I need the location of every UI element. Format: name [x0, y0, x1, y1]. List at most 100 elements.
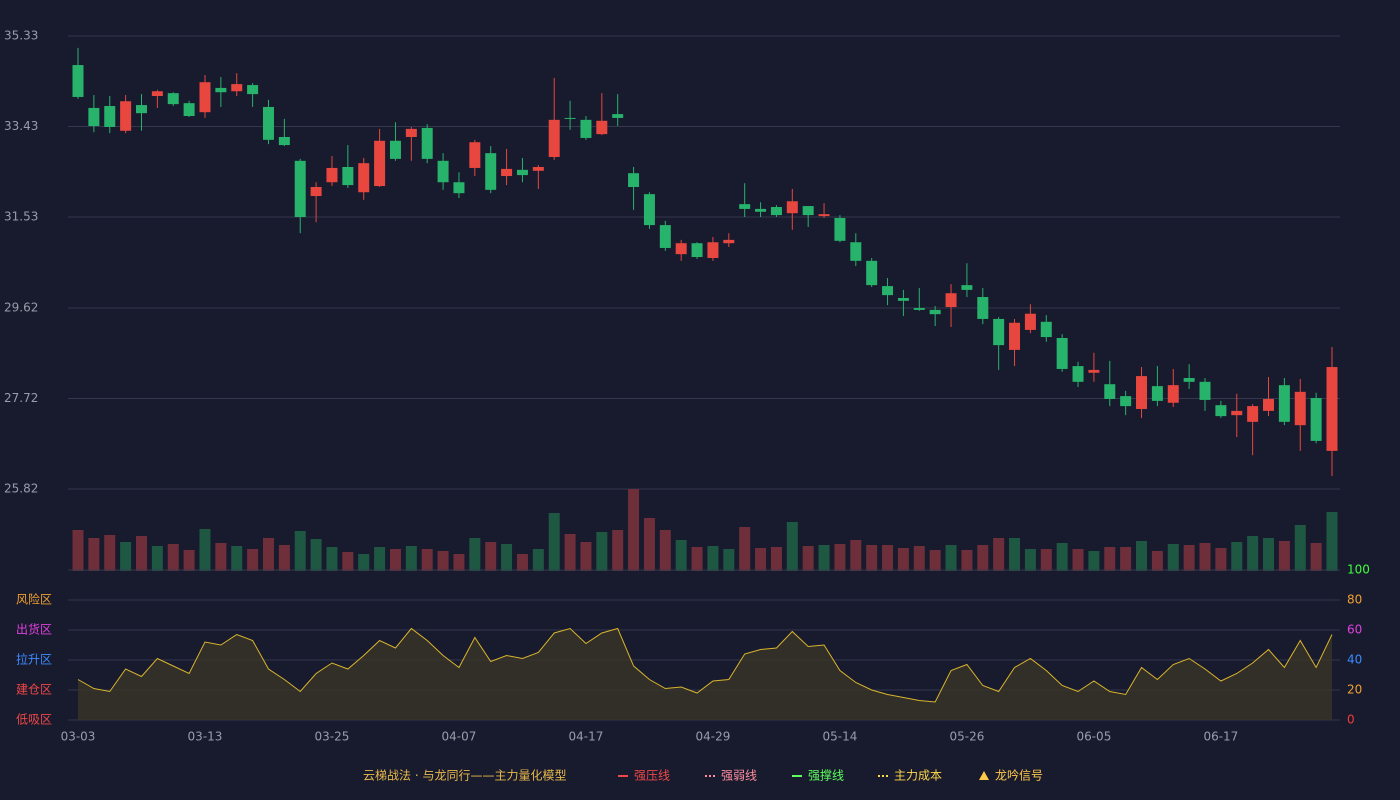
volume-bar — [1056, 543, 1068, 571]
volume-bar — [278, 545, 290, 571]
volume-bar — [786, 522, 798, 571]
y-tick-label: 29.62 — [4, 300, 38, 314]
candle-body — [580, 119, 592, 138]
volume-bar — [739, 527, 751, 571]
candle-body — [770, 207, 782, 216]
candle-body — [421, 127, 433, 159]
x-tick-label: 03-03 — [61, 730, 96, 744]
candle-body — [882, 286, 894, 296]
x-tick-label: 06-05 — [1076, 730, 1111, 744]
volume-bar — [1183, 545, 1195, 571]
candle-body — [358, 163, 370, 193]
volume-bar — [1310, 543, 1322, 571]
y-tick-label: 33.43 — [4, 119, 38, 133]
y-tick-label: 40 — [1347, 653, 1362, 667]
volume-bar — [1024, 549, 1036, 571]
candle-body — [596, 120, 608, 135]
y-tick-label: 60 — [1347, 623, 1362, 637]
x-tick-label: 04-07 — [442, 730, 477, 744]
candle-body — [167, 93, 179, 105]
volume-bar — [326, 547, 338, 571]
volume-bar — [72, 530, 84, 571]
volume-bar — [818, 545, 830, 571]
candle-body — [1199, 381, 1211, 400]
y-tick-label: 100 — [1347, 563, 1370, 577]
candle-body — [834, 217, 846, 241]
candle-body — [929, 309, 941, 315]
candle-body — [945, 293, 957, 308]
volume-bar — [834, 544, 846, 571]
candle-body — [564, 117, 576, 119]
volume-bar — [1088, 551, 1100, 571]
volume-bar — [1247, 536, 1259, 571]
y-tick-label: 35.33 — [4, 29, 38, 43]
candle-body — [215, 87, 227, 93]
volume-bar — [389, 549, 401, 571]
volume-bar — [659, 530, 671, 571]
volume-bar — [151, 546, 163, 571]
x-tick-label: 03-25 — [315, 730, 350, 744]
legend-label: 主力成本 — [894, 769, 942, 783]
volume-bar — [262, 538, 274, 571]
candle-body — [1040, 321, 1052, 338]
zone-label: 出货区 — [16, 622, 52, 637]
candle-body — [405, 128, 417, 137]
candle-body — [1136, 376, 1148, 409]
volume-bar — [993, 538, 1005, 571]
candle-body — [183, 103, 195, 117]
volume-bar — [532, 549, 544, 571]
volume-bar — [247, 549, 259, 571]
x-tick-label: 03-13 — [188, 730, 223, 744]
volume-bar — [1040, 549, 1052, 571]
legend-label: 龙吟信号 — [995, 768, 1043, 783]
candle-body — [532, 166, 544, 171]
candle-body — [993, 318, 1005, 346]
candle-body — [501, 168, 513, 177]
candle-body — [961, 285, 973, 290]
volume-bar — [1167, 544, 1179, 571]
candle-body — [1056, 338, 1068, 369]
volume-bar — [215, 543, 227, 571]
y-tick-label: 0 — [1347, 713, 1355, 727]
volume-bar — [1278, 541, 1290, 571]
candle-body — [1310, 398, 1322, 441]
y-tick-label: 20 — [1347, 683, 1362, 697]
legend-symbol — [979, 771, 989, 780]
volume-bar — [723, 549, 735, 571]
volume-bar — [1326, 512, 1338, 571]
zone-label: 建仓区 — [16, 683, 52, 697]
volume-bar — [802, 546, 814, 571]
volume-bar — [88, 538, 100, 571]
volume-bar — [135, 536, 147, 571]
candle-body — [278, 136, 290, 146]
volume-bar — [1009, 538, 1021, 571]
candle-body — [1104, 384, 1116, 399]
volume-bar — [310, 539, 322, 571]
volume-bar — [882, 545, 894, 571]
volume-bar — [405, 546, 417, 571]
candle-body — [612, 114, 624, 118]
y-tick-label: 31.53 — [4, 210, 38, 224]
volume-bar — [596, 532, 608, 571]
volume-bar — [897, 548, 909, 571]
zone-label: 拉升区 — [16, 652, 52, 667]
zone-label: 低吸区 — [16, 713, 52, 727]
candle-body — [1167, 385, 1179, 403]
candle-body — [1263, 398, 1275, 411]
candle-body — [850, 242, 862, 261]
candle-body — [1231, 410, 1243, 416]
volume-bar — [501, 544, 513, 571]
candle-body — [247, 85, 259, 95]
candle-body — [1024, 313, 1036, 330]
volume-bar — [167, 544, 179, 571]
candle-body — [88, 107, 100, 127]
volume-bar — [1231, 542, 1243, 571]
candle-body — [262, 106, 274, 140]
candle-body — [310, 187, 322, 197]
volume-bar — [1072, 549, 1084, 571]
candle-body — [548, 119, 560, 157]
volume-bar — [612, 530, 624, 571]
candle-body — [643, 194, 655, 226]
volume-bar — [675, 540, 687, 571]
volume-bar — [945, 545, 957, 571]
